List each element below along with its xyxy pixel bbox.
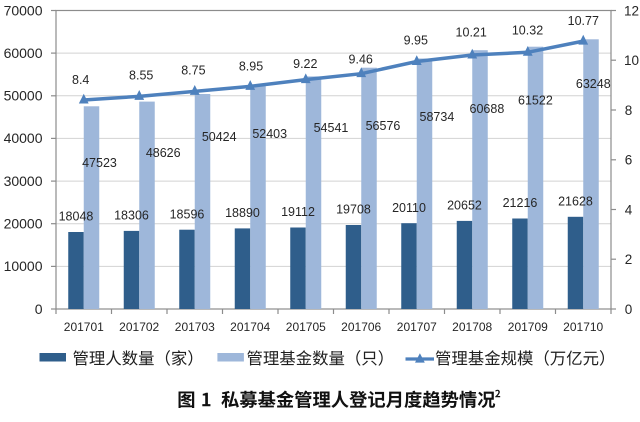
svg-text:20652: 20652 [447, 199, 482, 213]
svg-text:21216: 21216 [503, 196, 538, 210]
svg-text:58734: 58734 [420, 110, 455, 124]
svg-text:9.95: 9.95 [404, 33, 428, 47]
svg-text:201702: 201702 [119, 320, 159, 334]
svg-text:10000: 10000 [4, 258, 43, 274]
svg-text:4: 4 [625, 202, 633, 217]
svg-text:70000: 70000 [4, 2, 43, 18]
svg-text:201706: 201706 [341, 320, 381, 334]
svg-text:50424: 50424 [202, 130, 237, 144]
svg-text:8.75: 8.75 [181, 64, 205, 78]
svg-text:9.22: 9.22 [293, 57, 317, 71]
svg-text:61522: 61522 [518, 94, 553, 108]
svg-text:8.95: 8.95 [239, 60, 263, 74]
svg-text:2: 2 [625, 252, 633, 267]
svg-text:201705: 201705 [286, 320, 326, 334]
svg-text:63248: 63248 [576, 77, 611, 91]
svg-text:201710: 201710 [563, 320, 603, 334]
svg-text:40000: 40000 [4, 130, 43, 146]
svg-text:48626: 48626 [146, 146, 181, 160]
svg-text:12: 12 [624, 3, 639, 18]
svg-text:20110: 20110 [392, 201, 426, 215]
svg-text:30000: 30000 [4, 173, 43, 189]
svg-text:201708: 201708 [452, 320, 492, 334]
svg-text:10.21: 10.21 [456, 26, 487, 40]
svg-text:8.4: 8.4 [72, 73, 89, 87]
svg-text:18306: 18306 [114, 209, 149, 223]
svg-text:60000: 60000 [4, 45, 43, 61]
svg-text:60688: 60688 [470, 102, 505, 116]
svg-text:201704: 201704 [230, 320, 270, 334]
svg-text:201703: 201703 [175, 320, 215, 334]
svg-text:201707: 201707 [397, 320, 437, 334]
svg-text:0: 0 [35, 301, 43, 317]
svg-text:9.46: 9.46 [349, 53, 373, 67]
svg-text:10.32: 10.32 [512, 24, 543, 38]
svg-text:18048: 18048 [59, 210, 94, 224]
svg-text:18596: 18596 [170, 207, 205, 221]
svg-text:47523: 47523 [82, 156, 117, 170]
svg-text:10: 10 [624, 53, 639, 68]
svg-text:8.55: 8.55 [129, 69, 153, 83]
svg-text:19112: 19112 [281, 205, 315, 219]
svg-text:20000: 20000 [4, 216, 43, 232]
svg-text:201709: 201709 [508, 320, 548, 334]
svg-text:0: 0 [625, 302, 633, 317]
svg-text:8: 8 [625, 103, 633, 118]
svg-text:56576: 56576 [366, 119, 401, 133]
svg-text:10.77: 10.77 [568, 14, 599, 28]
svg-text:19708: 19708 [336, 203, 371, 217]
svg-text:50000: 50000 [4, 88, 43, 104]
svg-text:201701: 201701 [64, 320, 104, 334]
svg-text:6: 6 [625, 153, 633, 168]
svg-text:18890: 18890 [225, 206, 260, 220]
svg-text:21628: 21628 [558, 194, 593, 208]
svg-text:52403: 52403 [252, 127, 287, 141]
svg-text:54541: 54541 [314, 121, 349, 135]
